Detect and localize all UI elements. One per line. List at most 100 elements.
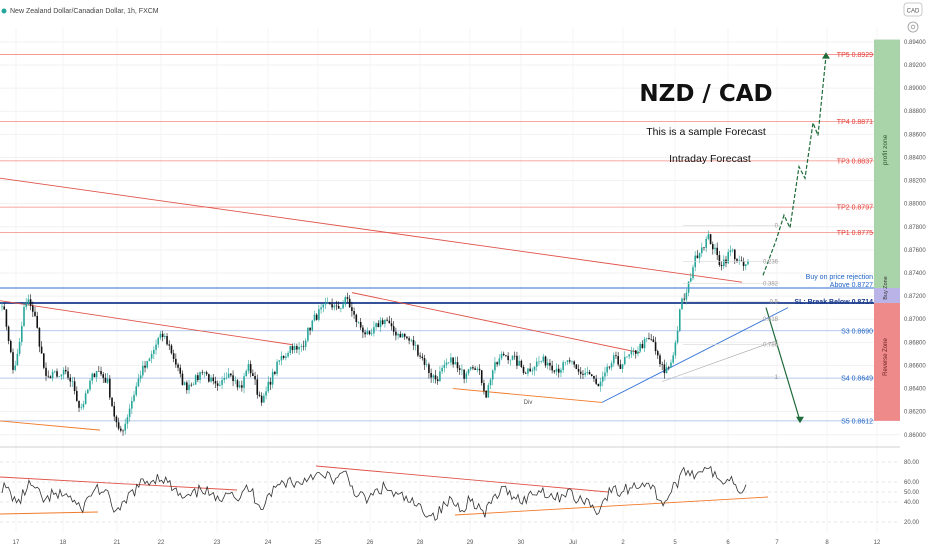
candle-body bbox=[208, 374, 210, 382]
chart-header: New Zealand Dollar/Canadian Dollar, 1h, … bbox=[1, 2, 923, 33]
x-tick-label: 7 bbox=[775, 540, 779, 546]
candle-body bbox=[67, 371, 69, 378]
candle-body bbox=[551, 365, 553, 371]
candle-body bbox=[384, 319, 386, 324]
candle-body bbox=[390, 323, 393, 327]
candle-body bbox=[223, 377, 226, 380]
currency-badge[interactable] bbox=[903, 2, 923, 17]
candle-body bbox=[535, 361, 538, 367]
candle-body bbox=[458, 368, 461, 370]
candle-body bbox=[491, 370, 494, 380]
x-tick-label: 28 bbox=[417, 540, 424, 546]
candle-body bbox=[36, 315, 39, 328]
candle-body bbox=[489, 379, 492, 386]
candle-body bbox=[197, 375, 199, 381]
candle-body bbox=[362, 327, 364, 333]
candle-body bbox=[95, 371, 98, 378]
main-annotation-title: NZD / CAD bbox=[639, 81, 772, 107]
candle-body bbox=[243, 376, 245, 388]
candle-body bbox=[280, 355, 283, 361]
divergence-line bbox=[452, 388, 603, 403]
candle-body bbox=[340, 308, 342, 309]
candle-body bbox=[287, 352, 289, 357]
candle-body bbox=[716, 247, 718, 256]
candle-body bbox=[282, 355, 285, 358]
rsi-tick-label: 80.00 bbox=[904, 460, 920, 466]
candle-body bbox=[177, 364, 179, 368]
candle-body bbox=[21, 326, 23, 342]
forecast-down-path bbox=[765, 307, 800, 418]
candle-body bbox=[419, 355, 421, 357]
candle-body bbox=[194, 375, 197, 385]
price-axis[interactable]: 0.89400 0.89200 0.89000 0.88800 0.88600 0.884… bbox=[904, 40, 926, 439]
candle-body bbox=[403, 333, 406, 337]
rsi-support-right bbox=[454, 496, 769, 516]
candle-body bbox=[645, 338, 648, 339]
candle-body bbox=[245, 370, 248, 377]
candle-body bbox=[392, 326, 395, 332]
candle-body bbox=[291, 346, 294, 350]
candle-body bbox=[258, 394, 261, 396]
candle-body bbox=[399, 333, 402, 338]
candle-body bbox=[45, 367, 47, 376]
y-tick-label: 0.87600 bbox=[904, 248, 926, 254]
candle-body bbox=[454, 362, 457, 365]
candle-body bbox=[579, 371, 582, 374]
gear-icon[interactable] bbox=[907, 21, 919, 33]
candle-body bbox=[425, 364, 428, 365]
candle-body bbox=[553, 370, 556, 372]
rsi-resistance-left bbox=[0, 476, 238, 491]
candle-body bbox=[441, 367, 443, 372]
candle-body bbox=[254, 375, 256, 380]
y-tick-label: 0.87400 bbox=[904, 271, 926, 277]
candle-body bbox=[621, 364, 624, 369]
rsi-pane[interactable] bbox=[0, 461, 900, 523]
candle-body bbox=[201, 372, 204, 373]
candle-body bbox=[93, 373, 96, 378]
main-price-pane[interactable]: TP5 0.8929 TP4 0.8871 TP3 0.8837 TP2 0.8797… bbox=[0, 28, 900, 532]
candle-body bbox=[84, 393, 87, 405]
y-tick-label: 0.86800 bbox=[904, 340, 926, 346]
candle-body bbox=[120, 428, 122, 431]
y-tick-label: 0.88000 bbox=[904, 202, 926, 208]
candle-body bbox=[214, 381, 217, 384]
candle-body bbox=[34, 311, 36, 316]
candle-body bbox=[133, 394, 135, 401]
candle-body bbox=[714, 247, 716, 250]
y-tick-label: 0.86200 bbox=[904, 410, 926, 416]
candle-body bbox=[588, 372, 591, 375]
candle-body bbox=[500, 353, 503, 359]
candle-body bbox=[599, 381, 602, 387]
candle-body bbox=[718, 255, 721, 265]
candle-body bbox=[557, 368, 560, 373]
reverse-zone bbox=[874, 303, 900, 421]
candle-body bbox=[137, 378, 140, 387]
candle-body bbox=[256, 379, 259, 395]
rsi-tick-label: 20.00 bbox=[904, 520, 920, 526]
candle-body bbox=[54, 371, 56, 372]
candle-body bbox=[58, 376, 61, 377]
candle-body bbox=[727, 252, 729, 264]
level-label-7: S4 0.8649 bbox=[841, 376, 873, 383]
candle-body bbox=[14, 365, 17, 370]
candle-body bbox=[612, 355, 615, 364]
candle-body bbox=[736, 259, 738, 261]
x-tick-label: 17 bbox=[13, 540, 20, 546]
candle-body bbox=[271, 371, 274, 385]
candle-body bbox=[610, 363, 613, 368]
candle-body bbox=[153, 349, 155, 355]
y-tick-label: 0.86000 bbox=[904, 433, 926, 439]
candle-body bbox=[379, 320, 382, 328]
candle-body bbox=[353, 311, 355, 315]
y-tick-label: 0.89000 bbox=[904, 86, 926, 92]
candle-body bbox=[496, 362, 498, 365]
candle-body bbox=[7, 326, 10, 341]
candle-body bbox=[89, 380, 91, 390]
time-axis[interactable]: 17 18 21 22 23 24 25 26 28 29 30 Jul 2 5 6 7 8 12 bbox=[13, 540, 881, 546]
x-tick-label: 24 bbox=[265, 540, 272, 546]
forecast-up-arrowhead bbox=[822, 52, 830, 59]
candle-body bbox=[447, 362, 450, 363]
candle-body bbox=[408, 338, 410, 341]
rsi-axis[interactable]: 80.00 60.00 50.00 40.00 20.00 bbox=[904, 460, 920, 526]
